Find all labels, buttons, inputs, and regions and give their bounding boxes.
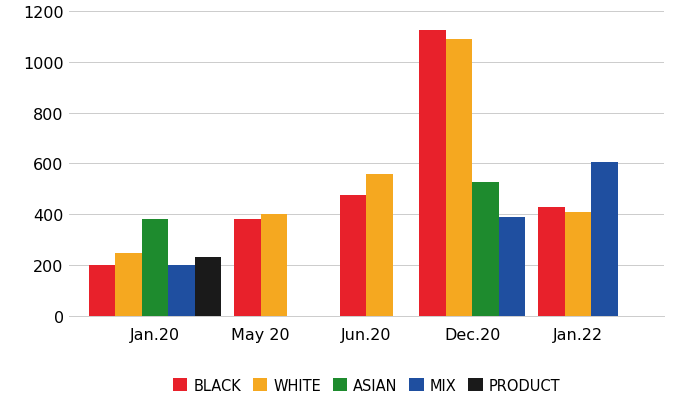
Bar xyxy=(195,257,221,316)
Bar xyxy=(591,163,618,316)
Bar xyxy=(142,220,169,316)
Bar xyxy=(234,220,261,316)
Bar xyxy=(446,40,472,316)
Bar xyxy=(261,215,287,316)
Bar xyxy=(366,174,393,316)
Bar xyxy=(115,253,142,316)
Bar xyxy=(419,31,446,316)
Bar xyxy=(169,265,195,316)
Bar xyxy=(89,265,115,316)
Bar xyxy=(340,196,366,316)
Legend: BLACK, WHITE, ASIAN, MIX, PRODUCT: BLACK, WHITE, ASIAN, MIX, PRODUCT xyxy=(167,372,566,399)
Bar xyxy=(538,207,564,316)
Bar xyxy=(564,213,591,316)
Bar xyxy=(472,183,499,316)
Bar xyxy=(499,217,525,316)
